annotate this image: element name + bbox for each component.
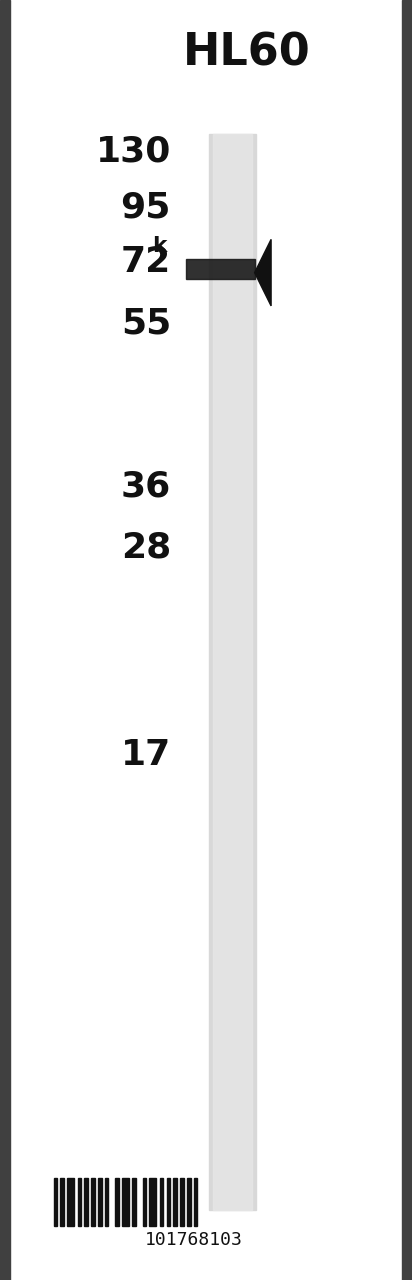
Bar [143, 1178, 146, 1226]
Text: k: k [152, 236, 167, 256]
Bar [186, 259, 255, 279]
Bar [67, 1178, 74, 1226]
Text: 95: 95 [121, 191, 171, 224]
Bar [115, 1178, 119, 1226]
Bar [91, 1178, 95, 1226]
Bar [173, 1178, 177, 1226]
Bar [213, 134, 252, 1210]
Bar [105, 1178, 108, 1226]
Bar [209, 134, 256, 1210]
Text: 101768103: 101768103 [145, 1231, 243, 1249]
Bar [61, 1178, 64, 1226]
Bar [150, 1178, 156, 1226]
Text: 55: 55 [121, 307, 171, 340]
Text: 130: 130 [96, 134, 171, 168]
Polygon shape [255, 239, 271, 306]
Bar [84, 1178, 88, 1226]
Bar [402, 0, 412, 1280]
Bar [160, 1178, 163, 1226]
Text: 17: 17 [121, 739, 171, 772]
Text: 72: 72 [121, 246, 171, 279]
Bar [132, 1178, 136, 1226]
Bar [77, 1178, 81, 1226]
Bar [194, 1178, 197, 1226]
Bar [122, 1178, 129, 1226]
Bar [166, 1178, 170, 1226]
Bar [180, 1178, 184, 1226]
Bar [54, 1178, 57, 1226]
Bar [0, 0, 10, 1280]
Bar [187, 1178, 191, 1226]
Bar [98, 1178, 101, 1226]
Text: 28: 28 [121, 531, 171, 564]
Text: HL60: HL60 [183, 32, 311, 76]
Text: 36: 36 [121, 470, 171, 503]
